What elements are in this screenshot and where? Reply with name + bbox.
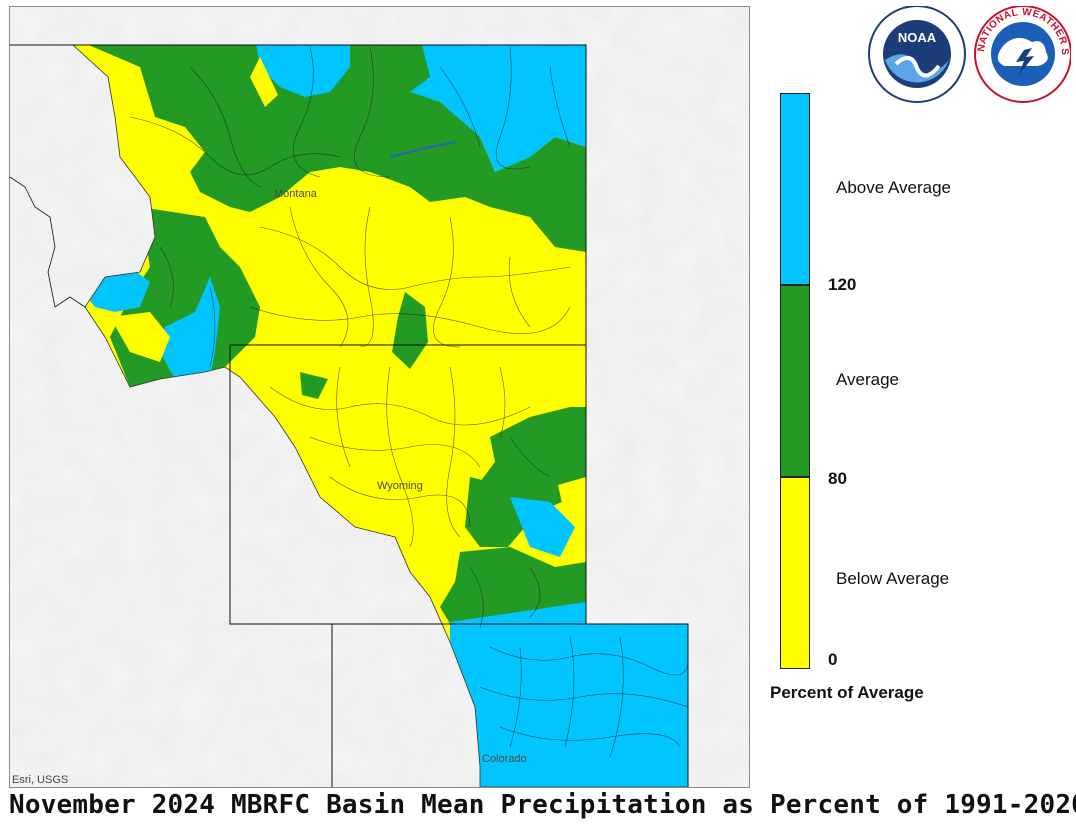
above-average-region-east-wyoming	[510, 497, 575, 557]
legend-swatch-below	[780, 477, 810, 669]
average-region-wyoming-small	[300, 372, 328, 399]
state-label-montana: Montana	[274, 188, 318, 200]
noaa-logo-text: NOAA	[898, 30, 937, 45]
legend-break-80: 80	[828, 469, 847, 488]
noaa-logo-icon: NOAA	[868, 5, 966, 103]
map-panel: Montana Wyoming Colorado Esri, USGS	[9, 6, 750, 788]
average-region-east-wyoming-2	[465, 477, 525, 547]
state-label-wyoming: Wyoming	[377, 480, 423, 492]
map-attribution: Esri, USGS	[12, 774, 69, 786]
legend-swatch-average	[780, 285, 810, 477]
below-average-pocket-west	[110, 312, 170, 362]
state-boundaries	[10, 44, 689, 787]
legend-swatch-above	[780, 93, 810, 285]
logos-svg: NOAA NATIONAL WEATHER SERVICE	[862, 0, 1072, 103]
average-region-central-montana	[392, 292, 428, 369]
legend-break-0: 0	[828, 650, 838, 669]
basin-map: Montana Wyoming Colorado	[10, 7, 749, 787]
legend-title: Percent of Average	[770, 683, 924, 702]
above-average-region-west	[80, 267, 150, 312]
above-average-region-glacier	[255, 45, 350, 97]
basin-outline	[71, 44, 689, 787]
below-average-pocket-east	[558, 477, 586, 527]
above-average-region-northeast	[410, 45, 586, 172]
page-title: November 2024 MBRFC Basin Mean Precipita…	[9, 790, 1076, 820]
average-region-north	[73, 45, 586, 252]
state-label-colorado: Colorado	[482, 753, 527, 765]
legend: Above Average 120 Average 80 Below Avera…	[770, 90, 1070, 710]
below-average-pocket-north	[250, 57, 278, 107]
legend-break-120: 120	[828, 275, 857, 294]
legend-label-below: Below Average	[836, 569, 950, 588]
above-average-region-southwest	[160, 277, 220, 379]
sub-basin-lines	[129, 46, 688, 758]
above-average-region-colorado	[450, 602, 688, 787]
legend-label-average: Average	[836, 370, 900, 389]
legend-label-above: Above Average	[836, 178, 951, 197]
fort-peck-reservoir	[389, 141, 456, 158]
agency-logos: NOAA NATIONAL WEATHER SERVICE	[862, 0, 1072, 106]
